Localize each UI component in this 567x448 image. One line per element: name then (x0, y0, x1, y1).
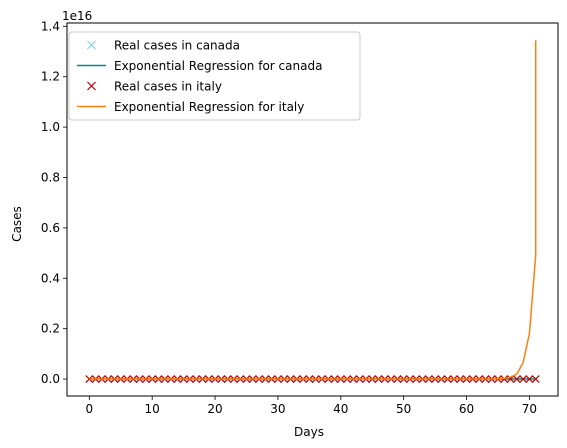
legend-label: Exponential Regression for canada (114, 59, 322, 73)
legend-box (68, 31, 361, 121)
x-tick-label: 70 (522, 402, 537, 416)
x-tick-label: 60 (459, 402, 474, 416)
x-tick-label: 50 (396, 402, 411, 416)
y-offset-text: 1e16 (62, 9, 92, 23)
data-point (531, 375, 540, 383)
y-tick-label: 0.0 (41, 372, 60, 386)
y-axis-label: Cases (10, 206, 24, 242)
y-tick-label: 0.6 (41, 221, 60, 235)
y-tick-label: 0.4 (41, 271, 60, 285)
y-tick-label: 0.8 (41, 171, 60, 185)
legend: Real cases in canada Exponential Regressi… (68, 31, 361, 121)
x-tick-label: 0 (85, 402, 93, 416)
plot-area: 0 10 20 30 40 50 60 70 0.0 0.2 0.4 0.6 0.8 1.0 1.2 1.4 (41, 19, 559, 416)
legend-marker (87, 40, 96, 50)
y-tick-label: 0.2 (41, 322, 60, 336)
x-axis-label: Days (294, 425, 324, 439)
data-point (500, 375, 509, 383)
data-point (525, 375, 534, 383)
x-tick-label: 10 (145, 402, 160, 416)
legend-label: Real cases in canada (114, 39, 240, 53)
data-point (85, 375, 94, 383)
axes-frame (66, 22, 559, 397)
data-point (512, 375, 521, 383)
data-point (519, 375, 528, 383)
y-tick-label: 1.2 (41, 70, 60, 84)
x-tick-label: 40 (333, 402, 348, 416)
series-line (89, 40, 537, 380)
legend-marker (87, 81, 96, 91)
x-tick-label: 30 (270, 402, 285, 416)
y-tick-label: 1.4 (41, 19, 60, 33)
legend-label: Real cases in italy (114, 80, 222, 94)
x-tick-label: 20 (207, 402, 222, 416)
y-tick-label: 1.0 (41, 120, 60, 134)
legend-label: Exponential Regression for italy (114, 100, 304, 114)
